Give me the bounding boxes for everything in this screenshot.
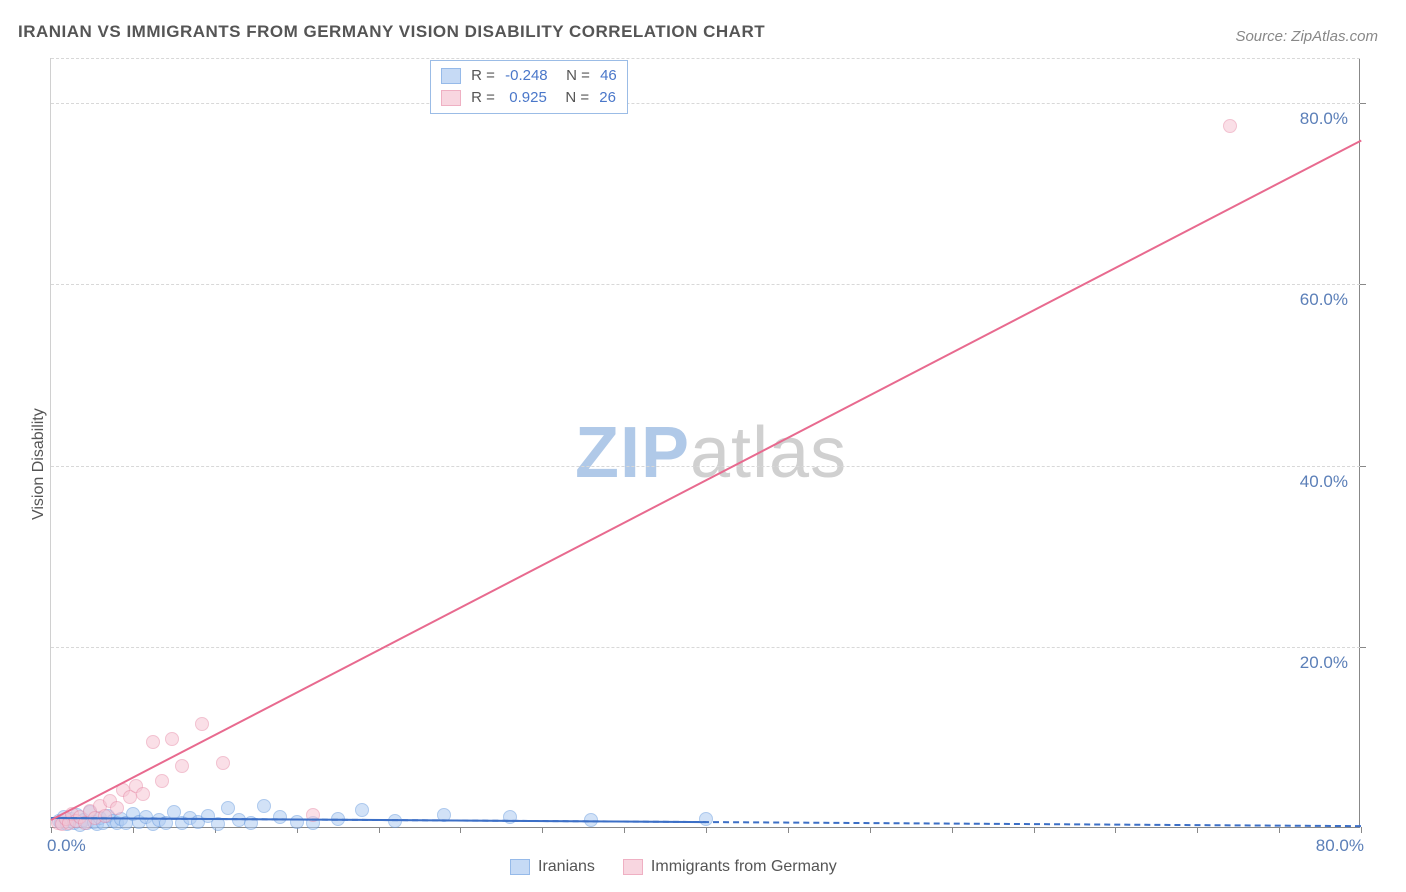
scatter-point [110,801,124,815]
scatter-point [221,801,235,815]
y-tick [1360,466,1366,467]
scatter-point [216,756,230,770]
source-attribution: Source: ZipAtlas.com [1235,28,1378,45]
series-legend-item: Immigrants from Germany [623,858,837,876]
x-tick [870,827,871,833]
legend-r-value: 0.925 [505,87,547,109]
y-tick-label: 80.0% [1268,109,1348,129]
legend-n-value: 26 [599,87,616,109]
x-tick [1361,827,1362,833]
scatter-point [195,717,209,731]
gridline-h [51,466,1360,467]
series-legend: Iranians Immigrants from Germany [510,858,837,876]
legend-stat-row: R = 0.925 N = 26 [441,87,617,109]
scatter-point [136,787,150,801]
series-legend-label: Immigrants from Germany [651,858,837,876]
x-tick [1279,827,1280,833]
scatter-point [503,810,517,824]
watermark: ZIPatlas [575,412,847,494]
y-axis-label: Vision Disability [30,408,48,520]
x-tick [379,827,380,833]
legend-n-value: 46 [600,65,617,87]
chart-plot-area: ZIPatlas 20.0%40.0%60.0%80.0%0.0%80.0% [50,58,1360,828]
right-y-axis [1359,58,1360,827]
legend-swatch [441,68,461,84]
watermark-atlas: atlas [690,413,847,493]
y-tick-label: 40.0% [1268,472,1348,492]
x-tick [624,827,625,833]
x-label-max: 80.0% [1316,836,1364,856]
x-tick [1034,827,1035,833]
x-label-min: 0.0% [47,836,86,856]
legend-swatch [441,90,461,106]
x-tick [133,827,134,833]
scatter-point [165,732,179,746]
x-tick [542,827,543,833]
scatter-point [1223,119,1237,133]
y-tick-label: 20.0% [1268,653,1348,673]
y-tick [1360,284,1366,285]
watermark-zip: ZIP [575,413,690,493]
legend-n-label: N = [554,65,594,87]
x-tick [1197,827,1198,833]
legend-swatch [510,859,530,875]
trend-line-solid [51,140,1362,821]
scatter-point [290,815,304,829]
scatter-point [699,812,713,826]
legend-r-value: -0.248 [505,65,548,87]
gridline-h [51,103,1360,104]
legend-r-label: R = [467,65,499,87]
series-legend-label: Iranians [538,858,595,876]
scatter-point [146,735,160,749]
chart-title: IRANIAN VS IMMIGRANTS FROM GERMANY VISIO… [18,22,765,42]
legend-swatch [623,859,643,875]
x-tick [51,827,52,833]
legend-stat-row: R = -0.248 N = 46 [441,65,617,87]
y-tick [1360,647,1366,648]
y-tick-label: 60.0% [1268,290,1348,310]
y-tick [1360,103,1366,104]
x-tick [1115,827,1116,833]
x-tick [460,827,461,833]
scatter-point [355,803,369,817]
scatter-point [273,810,287,824]
legend-n-label: N = [553,87,593,109]
legend-r-label: R = [467,87,499,109]
gridline-h [51,284,1360,285]
scatter-point [257,799,271,813]
x-tick [952,827,953,833]
series-legend-item: Iranians [510,858,595,876]
x-tick [788,827,789,833]
correlation-legend: R = -0.248 N = 46 R = 0.925 N = 26 [430,60,628,114]
scatter-point [155,774,169,788]
gridline-h [51,647,1360,648]
scatter-point [175,759,189,773]
gridline-h [51,58,1360,59]
x-tick [706,827,707,833]
